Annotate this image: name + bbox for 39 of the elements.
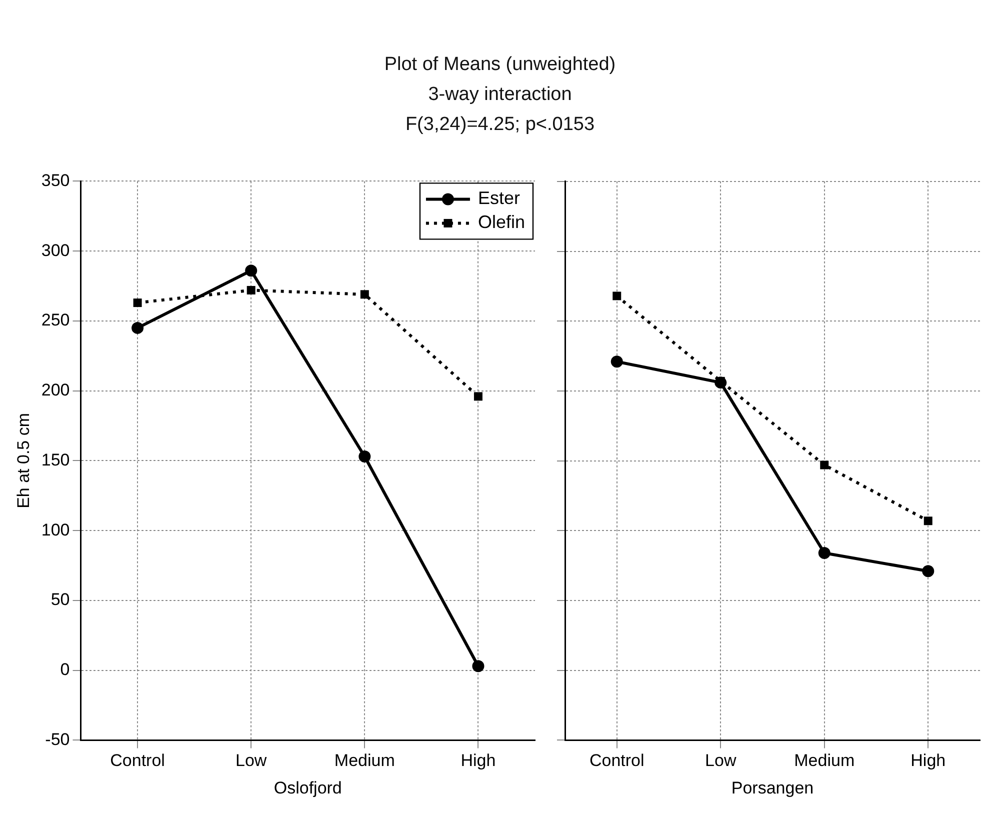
y-tick-label: 300 — [41, 240, 70, 260]
chart-title: Plot of Means (unweighted) — [383, 53, 617, 77]
x-tick-label: High — [910, 751, 946, 770]
point — [922, 565, 934, 578]
x-axis-title: Porsangen — [731, 778, 814, 798]
legend-label: Olefin — [478, 212, 526, 232]
x-tick-label: Medium — [334, 751, 395, 770]
point — [245, 264, 258, 277]
point — [246, 286, 256, 294]
y-tick-label: -50 — [45, 730, 70, 749]
x-tick-label: Control — [589, 751, 644, 770]
x-tick-label: Medium — [794, 751, 855, 770]
chart-subtitle: 3-way interaction — [427, 83, 573, 107]
x-tick-label: Low — [236, 751, 268, 770]
y-tick-label: 250 — [41, 310, 70, 330]
y-tick-label: 350 — [41, 170, 70, 190]
x-axis-title: Oslofjord — [274, 778, 342, 798]
legend-label: Ester — [478, 188, 520, 208]
y-tick-label: 200 — [41, 380, 70, 400]
point — [820, 460, 829, 470]
point — [610, 356, 623, 368]
point — [924, 516, 932, 526]
point — [472, 660, 484, 672]
x-tick-label: Low — [705, 751, 737, 770]
y-tick-label: 50 — [50, 590, 70, 610]
text: F(3,24)=4.25; p<.0153 — [404, 113, 596, 137]
point — [132, 322, 144, 334]
x-tick-label: Control — [110, 751, 165, 770]
y-axis-title: Eh at 0.5 cm — [14, 412, 33, 508]
point — [474, 392, 482, 401]
point — [360, 290, 369, 299]
y-tick-label: 0 — [60, 660, 70, 680]
point — [358, 450, 371, 463]
point — [133, 298, 142, 308]
x-tick-label: High — [460, 751, 496, 770]
y-tick-label: 100 — [41, 520, 70, 540]
y-tick-label: 150 — [41, 450, 70, 470]
point — [612, 292, 622, 300]
point — [818, 547, 830, 559]
